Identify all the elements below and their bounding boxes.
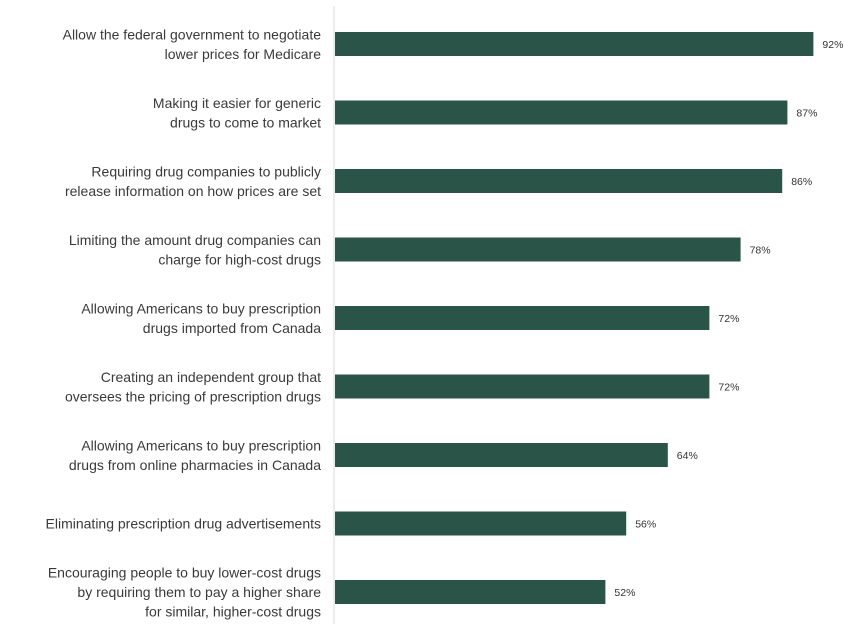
- category-label: Allowing Americans to buy prescription: [81, 437, 321, 453]
- category-label: Making it easier for generic: [153, 95, 321, 111]
- category-label: oversees the pricing of prescription dru…: [65, 388, 321, 404]
- category-label: release information on how prices are se…: [65, 183, 321, 199]
- bar: [335, 511, 627, 536]
- category-label: Allow the federal government to negotiat…: [63, 26, 322, 42]
- category-label: drugs to come to market: [170, 114, 321, 130]
- value-label: 72%: [718, 313, 739, 325]
- category-labels-group: Allow the federal government to negotiat…: [46, 26, 322, 619]
- category-label: Requiring drug companies to publicly: [91, 163, 321, 179]
- category-label: drugs imported from Canada: [143, 320, 321, 336]
- bar: [335, 374, 710, 399]
- category-label: for similar, higher-cost drugs: [145, 604, 321, 620]
- bar: [335, 32, 814, 56]
- category-label: charge for high-cost drugs: [158, 251, 321, 267]
- category-label: by requiring them to pay a higher share: [77, 584, 321, 600]
- value-label: 78%: [750, 245, 771, 257]
- category-label: Limiting the amount drug companies can: [69, 232, 321, 248]
- bar: [335, 237, 741, 262]
- value-label: 52%: [614, 587, 635, 599]
- value-label: 86%: [791, 176, 812, 188]
- bar: [335, 169, 783, 193]
- value-label: 87%: [796, 108, 817, 120]
- bar: [335, 100, 788, 125]
- value-label: 56%: [635, 519, 656, 531]
- bar: [335, 580, 606, 604]
- bars-group: [335, 32, 814, 604]
- bar: [335, 443, 668, 467]
- category-label: drugs from online pharmacies in Canada: [69, 457, 321, 473]
- value-label: 72%: [718, 382, 739, 394]
- category-label: Encouraging people to buy lower-cost dru…: [48, 565, 321, 581]
- category-label: lower prices for Medicare: [165, 46, 322, 62]
- category-label: Allowing Americans to buy prescription: [81, 300, 321, 316]
- bar: [335, 306, 710, 330]
- category-label: Eliminating prescription drug advertisem…: [46, 516, 321, 532]
- category-label: Creating an independent group that: [101, 369, 321, 385]
- value-label: 92%: [822, 39, 843, 51]
- value-label: 64%: [677, 450, 698, 462]
- value-labels-group: 92% 87% 86% 78% 72% 72% 64% 56% 52%: [614, 39, 843, 599]
